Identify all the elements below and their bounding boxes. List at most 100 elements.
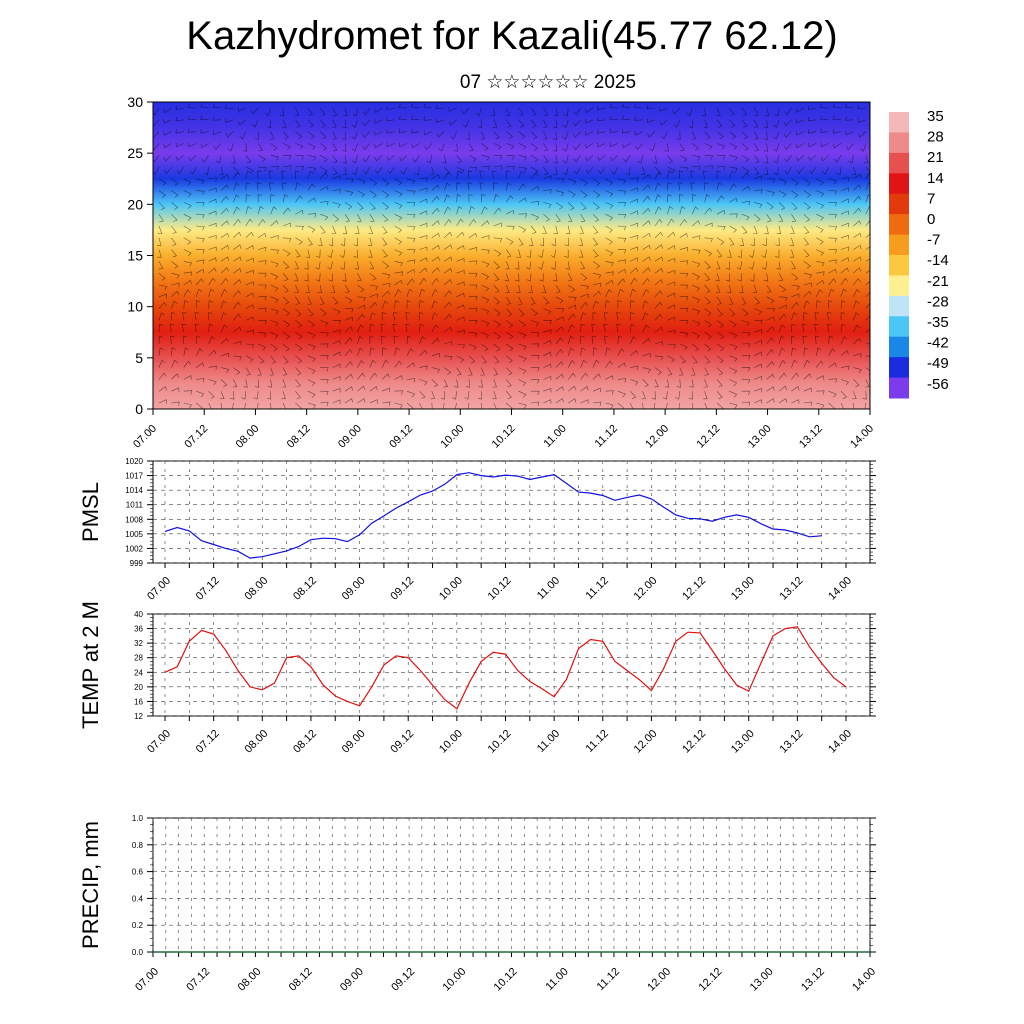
wind-barb bbox=[828, 362, 837, 368]
wind-barb bbox=[716, 402, 724, 409]
wind-barb bbox=[208, 187, 217, 192]
wind-barb bbox=[208, 349, 217, 357]
wind-barb bbox=[761, 249, 767, 258]
wind-barb bbox=[642, 367, 651, 374]
y-tick-label: 999 bbox=[130, 559, 144, 568]
wind-barb bbox=[654, 367, 662, 375]
colorbar-label: 7 bbox=[927, 190, 935, 207]
colorbar-label: 21 bbox=[927, 149, 944, 166]
wind-barb bbox=[543, 155, 549, 164]
wind-barb bbox=[530, 200, 540, 206]
wind-barb bbox=[282, 131, 289, 140]
wind-barb bbox=[715, 261, 721, 270]
wind-barb bbox=[430, 391, 436, 400]
x-tick-label: 08.00 bbox=[234, 423, 262, 451]
wind-barb bbox=[342, 119, 347, 129]
wind-barb bbox=[580, 347, 586, 356]
wind-barb bbox=[304, 273, 309, 282]
wind-barb bbox=[208, 177, 217, 182]
wind-barb bbox=[791, 399, 800, 404]
wind-barb bbox=[704, 237, 713, 243]
wind-barb bbox=[629, 323, 635, 333]
wind-barb bbox=[750, 273, 755, 282]
x-tick-label: 08.12 bbox=[285, 423, 313, 451]
wind-barb bbox=[840, 288, 847, 297]
wind-barb bbox=[220, 402, 222, 409]
wind-barb bbox=[381, 347, 387, 356]
plot-frame bbox=[152, 613, 871, 717]
wind-barb bbox=[667, 269, 676, 275]
wind-barb bbox=[295, 249, 301, 258]
wind-barb bbox=[592, 202, 600, 210]
wind-barb bbox=[431, 256, 440, 262]
wind-barb bbox=[245, 182, 251, 191]
wind-barb bbox=[857, 104, 866, 110]
wind-barb bbox=[563, 107, 569, 117]
wind-barb bbox=[808, 105, 817, 111]
wind-barb bbox=[763, 143, 769, 152]
wind-barb bbox=[245, 281, 254, 286]
wind-barb bbox=[406, 362, 415, 368]
wind-barb bbox=[281, 119, 287, 128]
wind-barb bbox=[187, 103, 197, 109]
wind-barb bbox=[171, 237, 177, 246]
wind-barb bbox=[233, 218, 241, 227]
wind-barb bbox=[225, 118, 234, 123]
wind-barb bbox=[573, 143, 581, 151]
wind-barb bbox=[568, 296, 577, 302]
wind-barb bbox=[754, 319, 763, 325]
wind-barb bbox=[369, 261, 375, 270]
wind-barb bbox=[505, 391, 512, 400]
wind-barb bbox=[295, 379, 301, 388]
wind-barb bbox=[382, 178, 390, 186]
wind-barb bbox=[468, 307, 478, 313]
wind-barb bbox=[526, 261, 532, 270]
wind-barb bbox=[592, 373, 601, 380]
wind-barb bbox=[456, 193, 462, 203]
wind-barb bbox=[307, 379, 316, 387]
wind-barb bbox=[664, 379, 670, 388]
wind-barb bbox=[369, 399, 378, 404]
wind-barb bbox=[783, 119, 792, 127]
wind-barb bbox=[220, 277, 229, 286]
wind-barb bbox=[493, 296, 501, 305]
wind-barb bbox=[667, 367, 673, 376]
wind-barb bbox=[171, 249, 177, 258]
wind-barb bbox=[357, 202, 364, 211]
wind-barb bbox=[865, 328, 870, 333]
wind-barb bbox=[679, 154, 688, 163]
wind-barb bbox=[344, 398, 353, 404]
wind-barb bbox=[456, 166, 465, 174]
colorbar-swatch bbox=[889, 316, 909, 338]
colorbar-swatch bbox=[889, 255, 909, 276]
wind-barb bbox=[282, 367, 288, 376]
wind-barb bbox=[183, 289, 191, 297]
wind-barb bbox=[344, 202, 353, 210]
wind-barb bbox=[667, 343, 676, 349]
x-tick-label: 08.12 bbox=[291, 728, 319, 756]
wind-barb bbox=[319, 107, 326, 116]
wind-barb bbox=[840, 311, 845, 321]
wind-barb bbox=[592, 359, 600, 368]
wind-barb bbox=[729, 320, 737, 328]
wind-barb bbox=[270, 402, 272, 409]
wind-barb bbox=[853, 195, 861, 203]
wind-barb bbox=[481, 154, 490, 161]
wind-barb bbox=[431, 352, 440, 358]
wind-barb bbox=[592, 178, 601, 186]
x-tick-label: 07.12 bbox=[194, 575, 222, 603]
wind-barb bbox=[504, 273, 510, 282]
wind-barb bbox=[667, 304, 676, 309]
wind-barb bbox=[573, 155, 581, 163]
wind-barb bbox=[419, 210, 428, 216]
wind-barb bbox=[778, 273, 784, 282]
wind-barb bbox=[440, 391, 446, 400]
x-tick-label: 12.12 bbox=[680, 728, 708, 756]
wind-barb bbox=[342, 273, 347, 282]
wind-barb bbox=[518, 183, 526, 191]
wind-barb bbox=[716, 320, 724, 328]
wind-barb bbox=[208, 198, 217, 204]
wind-barb bbox=[659, 107, 668, 112]
wind-barb bbox=[679, 355, 687, 364]
wind-barb bbox=[784, 107, 792, 116]
